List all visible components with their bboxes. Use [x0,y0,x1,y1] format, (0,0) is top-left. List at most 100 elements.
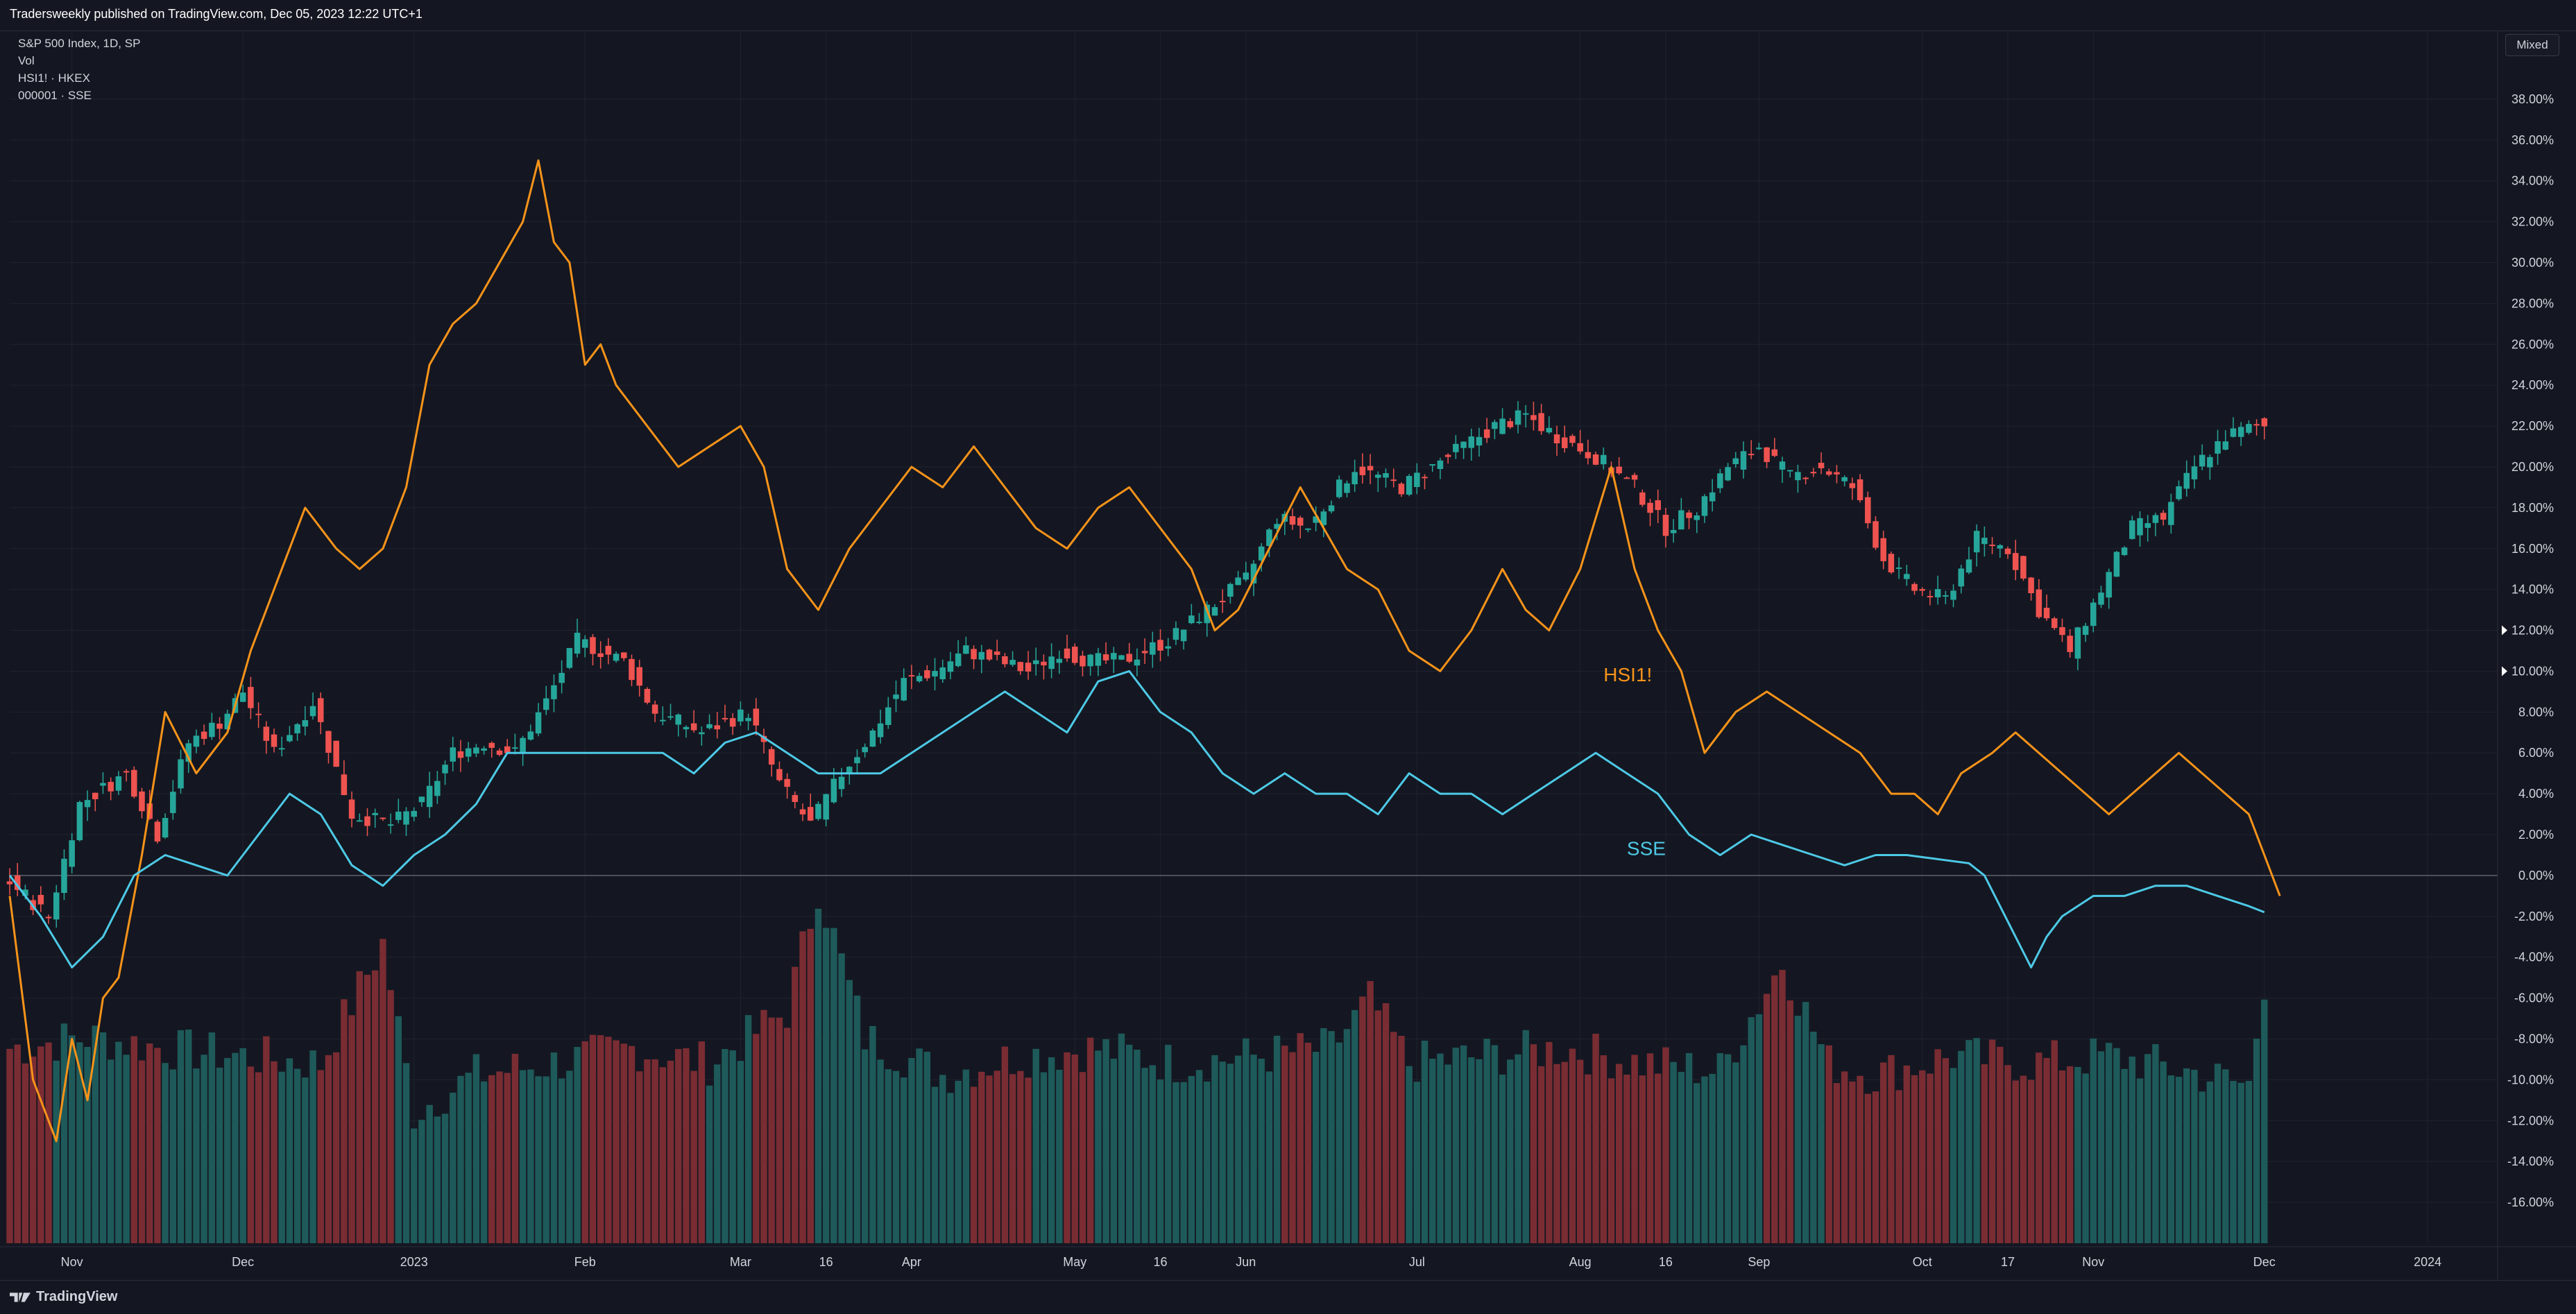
candle-body [1453,443,1459,452]
volume-bar [317,1070,324,1243]
volume-bar [1095,1050,1102,1243]
volume-bar [581,1041,588,1243]
candle-body [932,671,938,677]
legend-sse[interactable]: 000001 · SSE [18,89,92,102]
x-tick-label: Dec [232,1255,254,1269]
candle [1973,524,1980,567]
legend-hsi[interactable]: HSI1! · HKEX [18,71,90,85]
volume-bar [1476,1059,1483,1243]
candle [224,709,231,730]
y-tick-label: -16.00% [2507,1195,2554,1209]
volume-bar [1437,1053,1444,1243]
y-tick-label: -2.00% [2514,910,2554,923]
candle-body [1873,521,1879,548]
candle [753,698,760,735]
candle [442,760,448,785]
candle [978,645,985,674]
candle-body [364,816,370,826]
candle [2199,444,2206,470]
candle [1468,428,1475,461]
candle-body [1515,410,1521,425]
candle [1561,425,1568,453]
candle [473,744,479,758]
candle-body [372,812,378,815]
candle-body [512,747,518,749]
candle [1585,439,1592,465]
candle-body [2051,618,2058,629]
y-tick-label: 38.00% [2511,92,2554,106]
legend-main-symbol[interactable]: S&P 500 Index, 1D, SP [18,37,141,50]
volume-bar [978,1071,985,1243]
volume-bar [2027,1080,2035,1243]
candle-body [1522,413,1529,415]
volume-bar [6,1048,13,1243]
candle-body [1709,492,1716,502]
candle [309,692,316,720]
candle-body [325,731,332,753]
candle-body [1087,654,1093,667]
candle [100,772,106,794]
candle [84,790,91,821]
candle-body [636,667,642,686]
candle-body [123,771,130,773]
candle [629,654,635,686]
candle-body [566,648,573,668]
volume-bar [185,1029,192,1243]
volume-bar [1546,1041,1553,1243]
tradingview-brand[interactable]: TradingView [10,1289,117,1305]
y-tick-label: 26.00% [2511,337,2554,351]
candle-body [2230,428,2237,437]
volume-bar [1794,1016,1802,1243]
candle [2090,598,2097,633]
candle-body [1141,651,1148,654]
candle-body [1336,479,1342,497]
price-chart[interactable]: HSI1! SSE 38.00% 36.00% 34.00% 32.00% 30.00% 28… [0,31,2576,1280]
candle [1414,463,1420,495]
candle-body [1779,461,1786,470]
candle-body [1561,437,1568,448]
volume-bar [1289,1052,1296,1243]
candle-body [434,780,441,796]
candle-body [395,811,402,820]
volume-bar [2121,1068,2128,1243]
volume-bar [519,1070,527,1243]
volume-bar [1810,1032,1817,1243]
candle-body [1585,452,1592,459]
candle [2067,629,2073,658]
candle [1390,468,1397,488]
candle-body [209,722,215,737]
candle [1911,582,1918,595]
volume-bar [659,1067,667,1243]
candle [162,813,169,839]
volume-bar [1025,1077,1032,1243]
candle-body [2129,520,2135,539]
volume-bar [302,1077,309,1243]
volume-bar [846,980,853,1243]
candle-body [1725,467,1731,481]
volume-bar [1118,1033,1125,1243]
volume-bar [1950,1068,1957,1243]
candle [1507,418,1514,429]
candle-body [1219,601,1226,603]
candle-body [1795,472,1801,481]
candle-body [1080,656,1086,667]
volume-bar [892,1070,900,1243]
candle [2012,540,2019,581]
x-tick-label: May [1063,1255,1086,1269]
volume-bar [1460,1045,1467,1243]
legend-volume[interactable]: Vol [18,54,35,67]
scale-mode-button[interactable]: Mixed [2505,34,2559,56]
volume-bar [1452,1048,1460,1243]
candle [357,813,363,822]
candle-body [582,639,588,648]
candle-body [916,676,923,682]
candle [2059,618,2065,642]
volume-bar [1786,1000,1793,1243]
volume-bar [1483,1039,1490,1243]
volume-bar [496,1071,503,1243]
volume-bar [1981,1064,1988,1243]
candle [1172,621,1179,645]
candle-body [1911,583,1918,591]
candle [574,618,581,658]
candle [1880,530,1886,570]
